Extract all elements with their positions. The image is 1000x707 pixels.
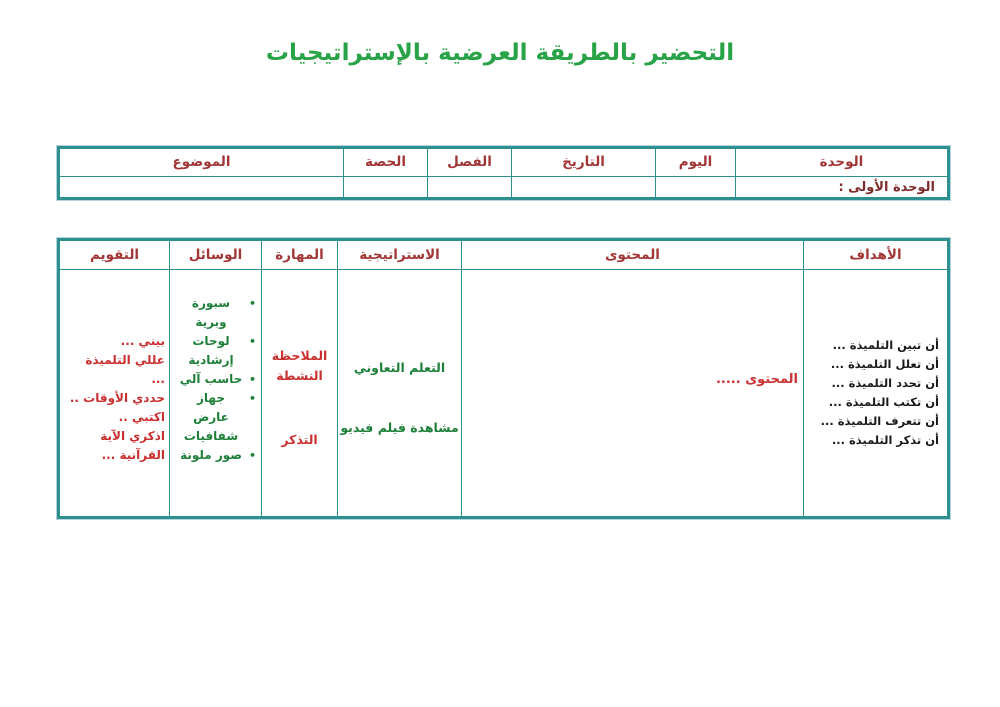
means-item-label: جهاز عارض شفافيات <box>183 391 239 443</box>
evaluation-item: بيني ... <box>120 334 165 348</box>
header-objectives: الأهداف <box>803 241 947 269</box>
means-item-label: صور ملونة <box>180 448 242 462</box>
means-item: • سبورة وبرية <box>170 294 261 332</box>
means-item: • صور ملونة <box>170 446 261 465</box>
bullet-icon: • <box>248 449 257 462</box>
header-date: التاريخ <box>511 149 655 176</box>
date-value-cell <box>511 176 655 197</box>
header-evaluation: التقويم <box>89 247 140 263</box>
period-value-cell <box>343 176 427 197</box>
strategy-cell: التعلم التعاوني مشاهدة فيلم فيديو <box>337 269 461 516</box>
means-item-label: لوحات إرشادية <box>188 334 234 367</box>
unit-value-cell: الوحدة الأولى : <box>735 176 947 197</box>
means-item: • حاسب آلي <box>170 370 261 389</box>
strategy-item: التعلم التعاوني <box>353 360 446 375</box>
info-table-header-row: الوحدة اليوم التاريخ الفصل الحصة الموضوع <box>60 149 947 176</box>
header-skill: المهارة <box>261 241 337 269</box>
header-class: الفصل <box>427 149 511 176</box>
evaluation-item: عللي التلميذة ... <box>85 353 165 386</box>
plan-table: الأهداف المحتوى الاستراتيجية المهارة الو… <box>57 238 950 519</box>
evaluation-item: اذكري الآية القرآنية ... <box>100 429 165 462</box>
header-content: المحتوى <box>461 241 803 269</box>
objective-item: أن تذكر التلميذة ... <box>831 433 939 447</box>
means-item: • لوحات إرشادية <box>170 332 261 370</box>
info-table: الوحدة اليوم التاريخ الفصل الحصة الموضوع… <box>57 146 950 200</box>
topic-value-cell <box>60 176 343 197</box>
skill-item: التذكر <box>281 432 318 447</box>
day-value-cell <box>655 176 735 197</box>
evaluation-cell: بيني ... عللي التلميذة ... حددي الأوقات … <box>60 269 169 516</box>
class-value-cell <box>427 176 511 197</box>
info-table-value-row: الوحدة الأولى : <box>60 176 947 197</box>
means-item-label: سبورة وبرية <box>191 296 231 329</box>
means-cell: • سبورة وبرية • لوحات إرشادية • حاسب آلي… <box>169 269 261 516</box>
objective-item: أن تتعرف التلميذة ... <box>820 414 939 428</box>
objective-item: أن تعلل التلميذة ... <box>830 357 939 371</box>
objectives-cell: أن تبين التلميذة ... أن تعلل التلميذة ..… <box>803 269 947 516</box>
bullet-icon: • <box>248 297 257 310</box>
evaluation-item: حددي الأوقات .. <box>69 391 165 405</box>
means-item: • جهاز عارض شفافيات <box>170 389 261 446</box>
bullet-icon: • <box>248 392 257 405</box>
skill-item: الملاحظة النشطة <box>271 348 328 383</box>
bullet-icon: • <box>248 373 257 386</box>
means-item-label: حاسب آلي <box>179 372 243 386</box>
header-topic: الموضوع <box>172 154 231 170</box>
plan-table-header-row: الأهداف المحتوى الاستراتيجية المهارة الو… <box>60 241 947 269</box>
header-day: اليوم <box>655 149 735 176</box>
skill-cell: الملاحظة النشطة التذكر <box>261 269 337 516</box>
objective-item: أن تبين التلميذة ... <box>832 338 939 352</box>
objective-item: أن تحدد التلميذة ... <box>831 376 939 390</box>
bullet-icon: • <box>248 335 257 348</box>
header-period: الحصة <box>343 149 427 176</box>
header-strategy: الاستراتيجية <box>337 241 461 269</box>
objective-item: أن تكتب التلميذة ... <box>828 395 939 409</box>
header-means: الوسائل <box>169 241 261 269</box>
strategy-item: مشاهدة فيلم فيديو <box>340 420 459 435</box>
evaluation-item: اكتبي .. <box>118 410 165 424</box>
content-value: المحتوى ..... <box>715 372 798 387</box>
page-title: التحضير بالطريقة العرضية بالإستراتيجيات <box>265 40 735 66</box>
content-cell: المحتوى ..... <box>461 269 803 516</box>
plan-table-body-row: أن تبين التلميذة ... أن تعلل التلميذة ..… <box>60 269 947 516</box>
header-unit: الوحدة <box>735 149 947 176</box>
